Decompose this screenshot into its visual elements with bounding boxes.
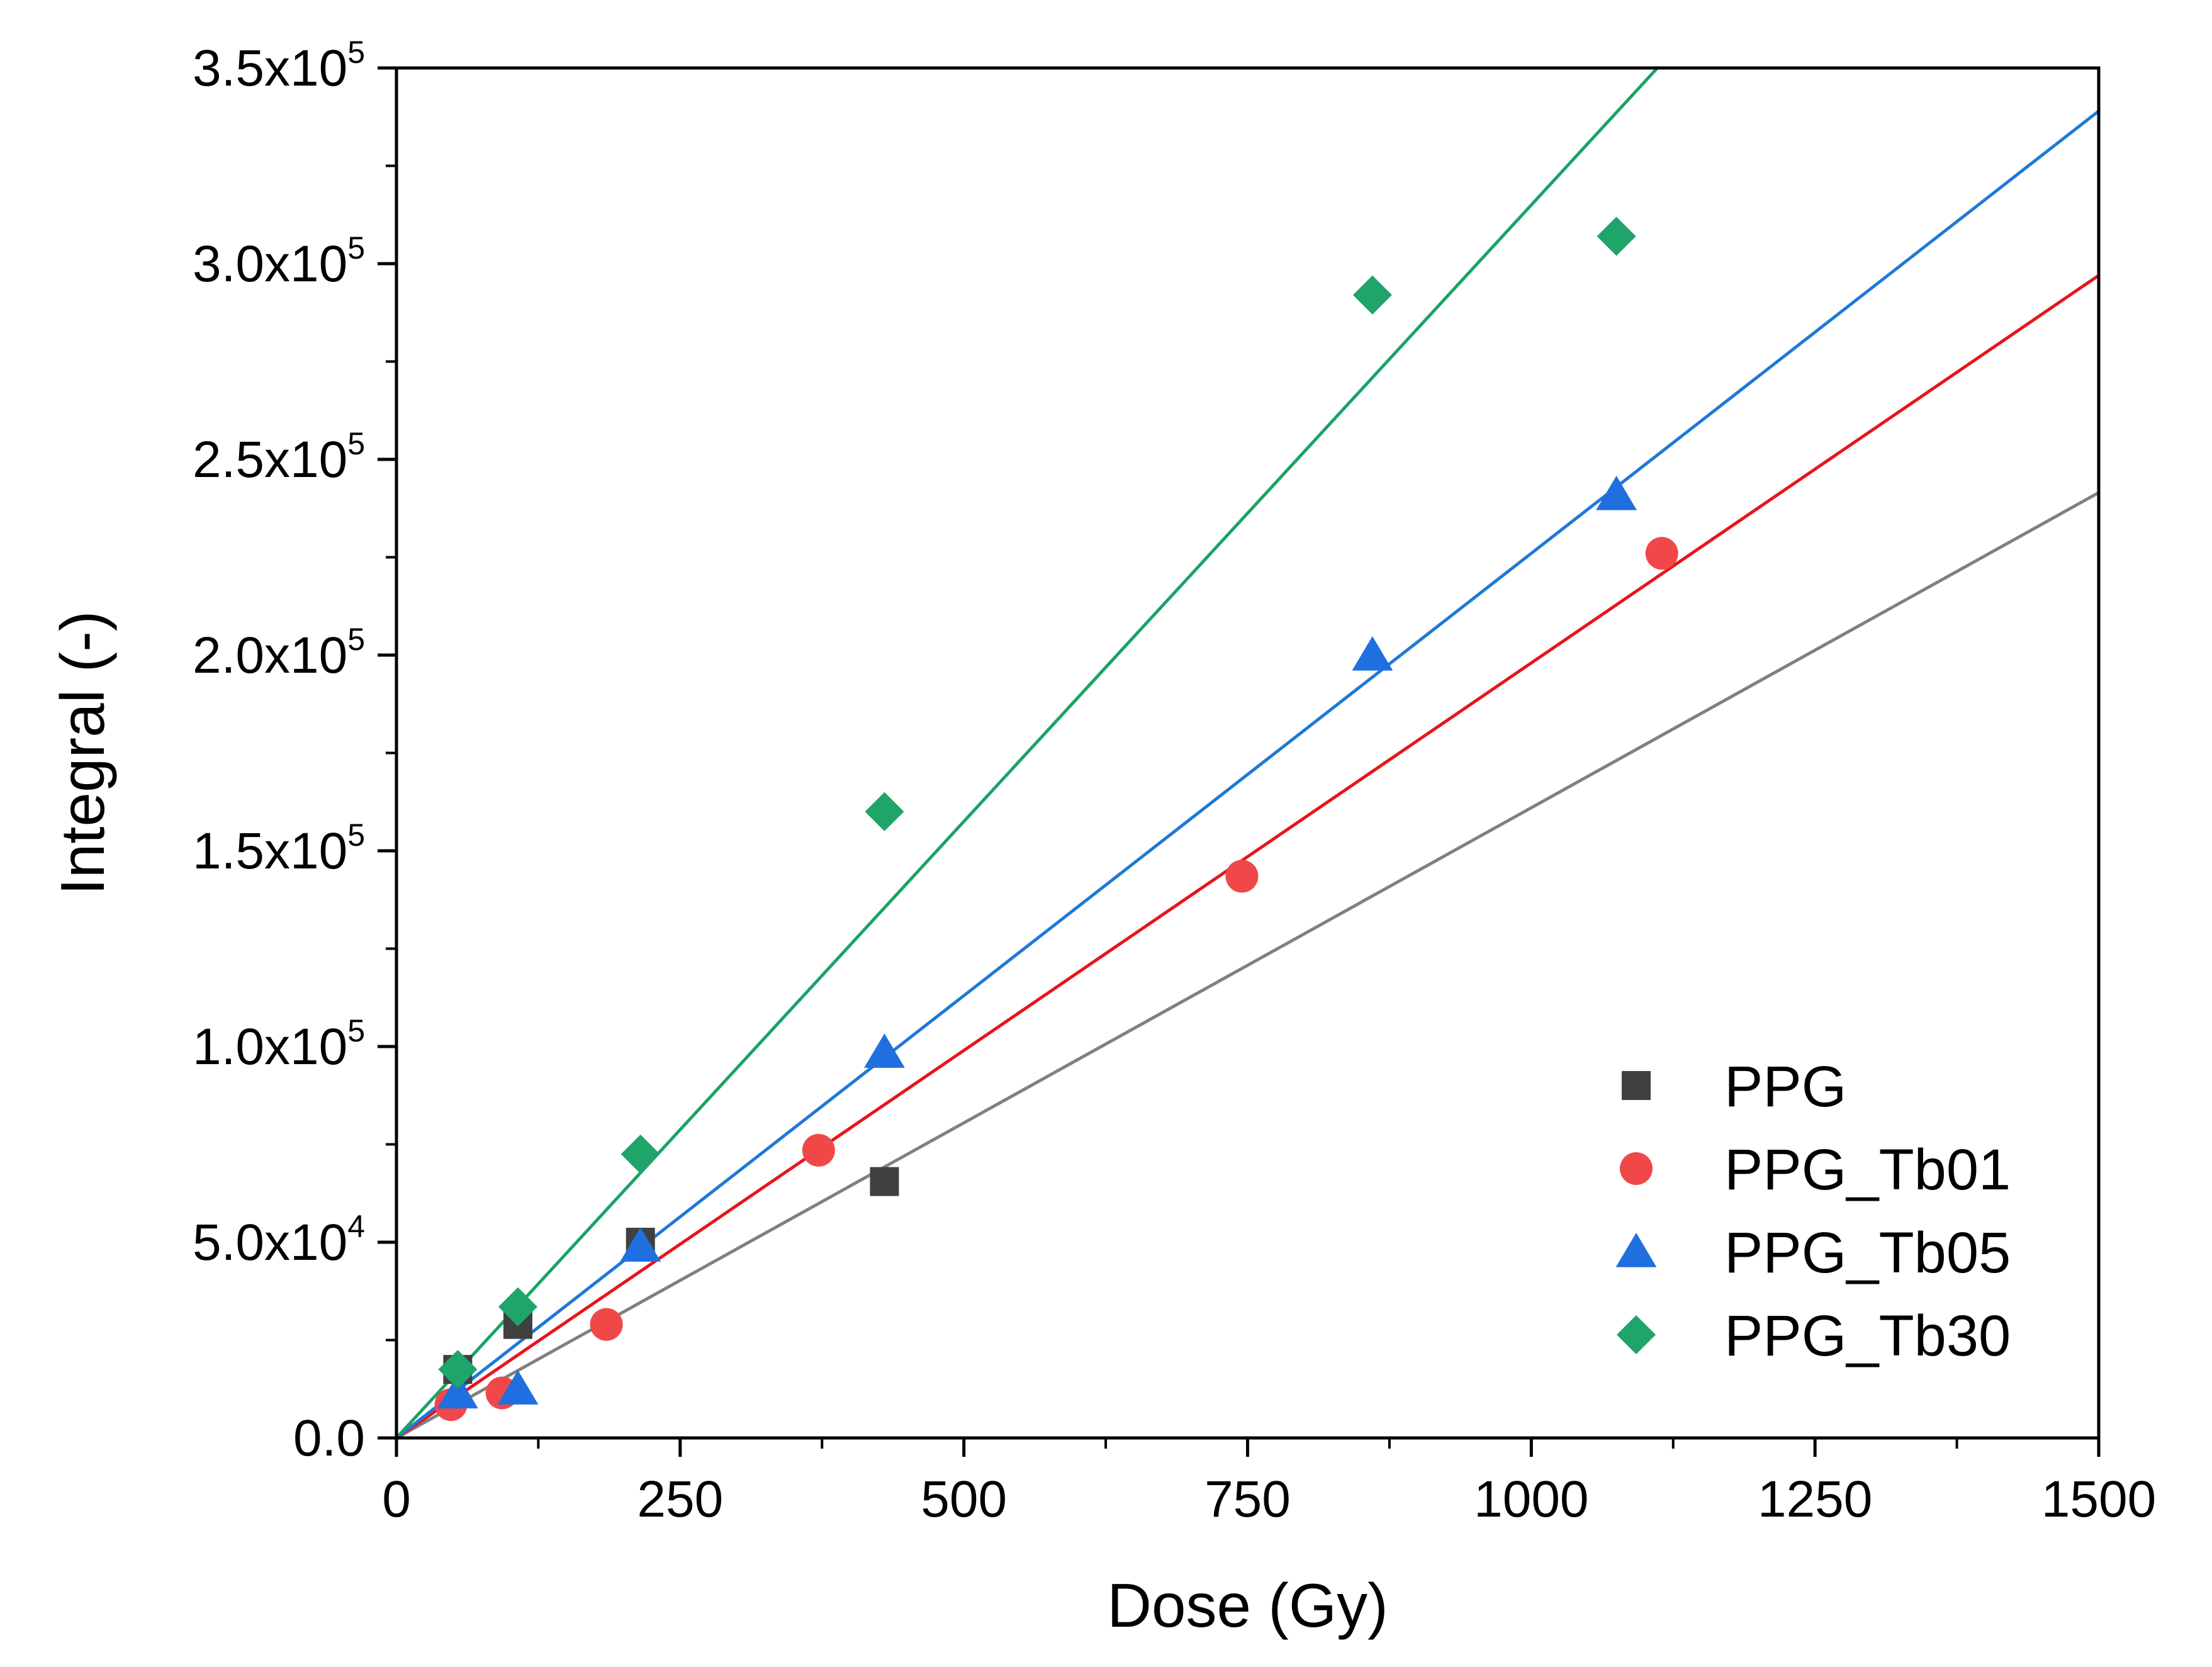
legend-marker-ppg-tb30 — [1617, 1315, 1656, 1354]
data-point-ppg-tb30 — [620, 1135, 660, 1174]
legend-label-ppg: PPG — [1724, 1055, 1846, 1119]
x-tick-label: 1500 — [2041, 1471, 2156, 1528]
legend-label-ppg-tb30: PPG_Tb30 — [1724, 1304, 2011, 1368]
y-axis-ticks — [378, 66, 396, 1440]
legend-marker-ppg — [1622, 1071, 1651, 1100]
x-tick-label: 750 — [1204, 1471, 1291, 1528]
fit-line-ppg — [395, 491, 2100, 1440]
legend: PPG PPG_Tb01 PPG_Tb05 PPG_Tb30 — [1615, 1055, 2011, 1368]
data-point-ppg-tb01 — [802, 1133, 835, 1167]
y-tick-label: 1.5x105 — [193, 817, 365, 880]
data-point-ppg-tb05 — [497, 1370, 539, 1405]
data-point-ppg-tb30 — [1352, 275, 1392, 315]
data-point-ppg-tb01 — [590, 1308, 623, 1341]
y-tick-label: 1.0x105 — [193, 1013, 365, 1075]
fit-line-ppg-tb05 — [395, 109, 2100, 1439]
fit-lines — [395, 67, 2100, 1440]
x-tick-label: 1250 — [1758, 1471, 1872, 1528]
legend-label-ppg-tb05: PPG_Tb05 — [1724, 1221, 2011, 1285]
fit-line-ppg-tb01 — [395, 274, 2100, 1440]
y-tick-label: 3.0x105 — [193, 230, 365, 293]
y-axis-title: Integral (-) — [48, 610, 117, 895]
x-axis-ticks — [395, 1438, 2101, 1457]
data-point-ppg-tb01 — [1225, 860, 1259, 893]
y-tick-label: 5.0x104 — [193, 1209, 365, 1271]
x-axis-tick-labels: 0 250 500 750 1000 1250 1500 — [382, 1471, 2156, 1528]
legend-marker-ppg-tb01 — [1620, 1152, 1653, 1185]
data-point-ppg — [870, 1167, 899, 1196]
data-point-ppg-tb30 — [498, 1287, 537, 1327]
y-tick-label: 0.0 — [293, 1410, 365, 1467]
data-point-ppg-tb30 — [438, 1350, 478, 1389]
x-axis-title: Dose (Gy) — [1107, 1571, 1388, 1640]
x-tick-label: 0 — [382, 1471, 411, 1528]
data-point-ppg-tb05 — [1596, 475, 1637, 510]
x-tick-label: 500 — [921, 1471, 1007, 1528]
data-markers — [434, 216, 1678, 1422]
legend-label-ppg-tb01: PPG_Tb01 — [1724, 1138, 2011, 1202]
x-tick-label: 1000 — [1474, 1471, 1588, 1528]
y-axis-tick-labels: 0.0 5.0x104 1.0x105 1.5x105 2.0x105 2.5x105 3.… — [193, 35, 365, 1467]
legend-marker-ppg-tb05 — [1615, 1233, 1657, 1267]
y-tick-label: 2.5x105 — [193, 426, 365, 488]
data-point-ppg-tb05 — [1352, 636, 1393, 671]
fit-line-ppg-tb30 — [395, 67, 1659, 1439]
x-tick-label: 250 — [637, 1471, 723, 1528]
data-point-ppg-tb05 — [864, 1033, 905, 1068]
data-point-ppg-tb05 — [620, 1227, 661, 1262]
data-point-ppg-tb05 — [437, 1374, 478, 1409]
data-point-ppg-tb01 — [1645, 537, 1678, 570]
y-tick-label: 2.0x105 — [193, 622, 365, 684]
data-point-ppg-tb30 — [865, 792, 904, 831]
data-point-ppg-tb30 — [1597, 216, 1636, 256]
y-tick-label: 3.5x105 — [193, 35, 365, 97]
